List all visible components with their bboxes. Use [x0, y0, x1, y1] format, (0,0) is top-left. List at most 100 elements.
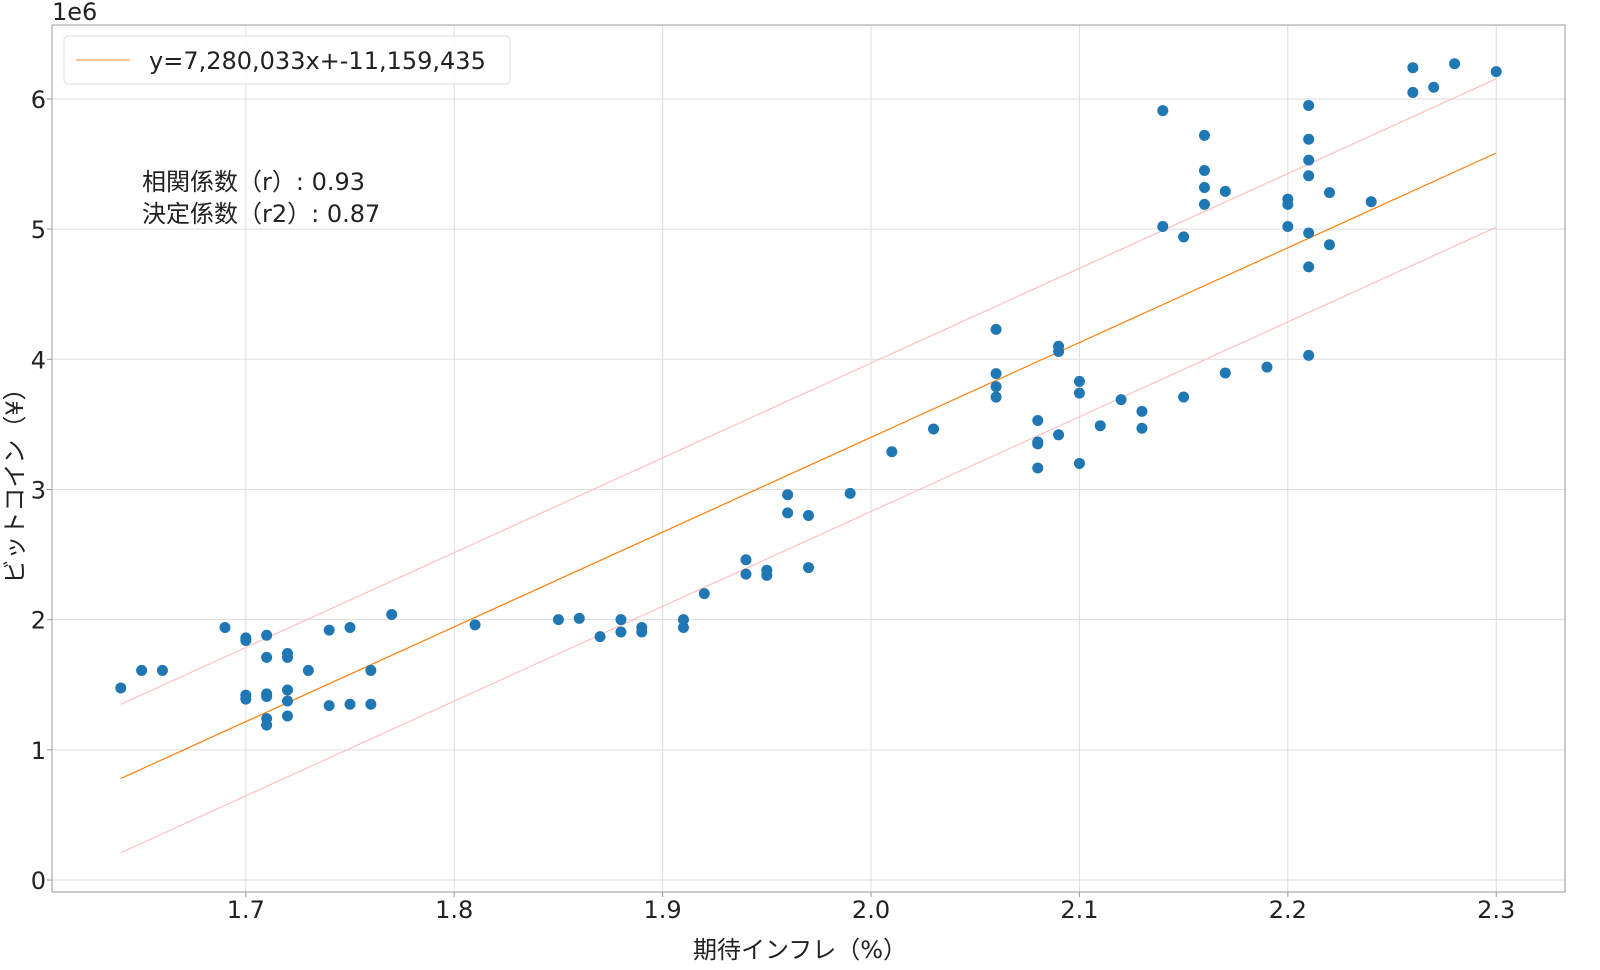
data-point — [323, 624, 335, 636]
data-point — [677, 621, 689, 633]
data-point — [240, 693, 252, 705]
data-point — [1032, 438, 1044, 450]
data-point — [136, 664, 148, 676]
x-tick-label: 2.2 — [1269, 896, 1307, 924]
data-point — [698, 588, 710, 600]
grid — [52, 25, 1565, 892]
data-point — [782, 489, 794, 501]
x-axis-label: 期待インフレ（%） — [693, 936, 907, 964]
y-tick-label: 0 — [31, 867, 46, 895]
data-point — [1032, 414, 1044, 426]
plot-frame — [51, 24, 1566, 893]
y-tick-label: 2 — [31, 607, 46, 635]
data-point — [261, 719, 273, 731]
x-tick-label: 2.3 — [1477, 896, 1515, 924]
y-axis-label: ビットコイン（¥） — [1, 376, 29, 583]
data-point — [761, 569, 773, 581]
data-point — [1053, 429, 1065, 441]
data-point — [615, 614, 627, 626]
data-point — [677, 614, 689, 626]
data-points — [115, 58, 1502, 731]
data-point — [1178, 231, 1190, 243]
data-point — [1303, 133, 1315, 145]
data-point — [990, 323, 1002, 335]
data-point — [782, 507, 794, 519]
data-point — [1198, 165, 1210, 177]
upper-band-line — [120, 78, 1497, 705]
data-point — [1198, 198, 1210, 210]
annotation-r2: 決定係数（r2）: 0.87 — [142, 200, 380, 228]
x-ticks: 1.7 1.8 1.9 2.0 2.1 2.2 2.3 — [227, 892, 1515, 924]
x-tick-label: 2.0 — [852, 896, 890, 924]
data-point — [1053, 345, 1065, 357]
data-point — [281, 651, 293, 663]
data-point — [1178, 391, 1190, 403]
data-point — [1324, 187, 1336, 199]
data-point — [615, 626, 627, 638]
data-point — [573, 612, 585, 624]
data-point — [1303, 170, 1315, 182]
data-point — [1303, 154, 1315, 166]
data-point — [1407, 62, 1419, 74]
annotation-r: 相関係数（r）: 0.93 — [142, 168, 365, 196]
data-point — [1407, 86, 1419, 98]
data-point — [1136, 422, 1148, 434]
data-point — [1449, 58, 1461, 70]
data-point — [1198, 129, 1210, 141]
data-point — [594, 631, 606, 643]
data-point — [281, 684, 293, 696]
data-point — [1219, 367, 1231, 379]
data-point — [1365, 196, 1377, 208]
data-point — [302, 664, 314, 676]
data-point — [281, 695, 293, 707]
data-point — [344, 621, 356, 633]
y-offset-label: 1e6 — [52, 0, 97, 26]
data-point — [1157, 221, 1169, 233]
data-point — [261, 690, 273, 702]
data-point — [1157, 105, 1169, 117]
data-point — [1303, 349, 1315, 361]
data-point — [156, 664, 168, 676]
data-point — [1073, 387, 1085, 399]
x-tick-label: 1.9 — [644, 896, 682, 924]
legend: y=7,280,033x+-11,159,435 — [63, 35, 511, 85]
x-tick-label: 1.8 — [435, 896, 473, 924]
data-point — [636, 626, 648, 638]
data-point — [886, 446, 898, 458]
data-point — [469, 619, 481, 631]
data-point — [1282, 198, 1294, 210]
data-point — [219, 621, 231, 633]
fit-line-group — [120, 152, 1497, 780]
data-point — [740, 554, 752, 566]
data-point — [740, 568, 752, 580]
data-point — [1324, 239, 1336, 251]
data-point — [1261, 361, 1273, 373]
x-tick-label: 1.7 — [227, 896, 265, 924]
data-point — [552, 614, 564, 626]
data-point — [365, 698, 377, 710]
data-point — [990, 381, 1002, 393]
data-point — [1219, 185, 1231, 197]
y-tick-label: 3 — [31, 476, 46, 504]
data-point — [1490, 66, 1502, 78]
lower-band-line — [120, 226, 1497, 854]
data-point — [928, 423, 940, 435]
y-tick-label: 1 — [31, 737, 46, 765]
fit-line — [120, 152, 1497, 780]
data-point — [1303, 261, 1315, 273]
data-point — [1303, 99, 1315, 111]
data-point — [844, 487, 856, 499]
data-point — [1136, 405, 1148, 417]
data-point — [803, 510, 814, 522]
legend-fit-label: y=7,280,033x+-11,159,435 — [149, 47, 486, 75]
data-point — [990, 368, 1002, 380]
y-ticks: 0 1 2 3 4 5 6 — [31, 86, 52, 895]
confidence-bands — [120, 78, 1497, 854]
data-point — [1073, 375, 1085, 387]
data-point — [990, 391, 1002, 403]
data-point — [281, 710, 293, 722]
data-point — [803, 562, 814, 574]
data-point — [323, 700, 335, 712]
y-tick-label: 4 — [31, 346, 46, 374]
